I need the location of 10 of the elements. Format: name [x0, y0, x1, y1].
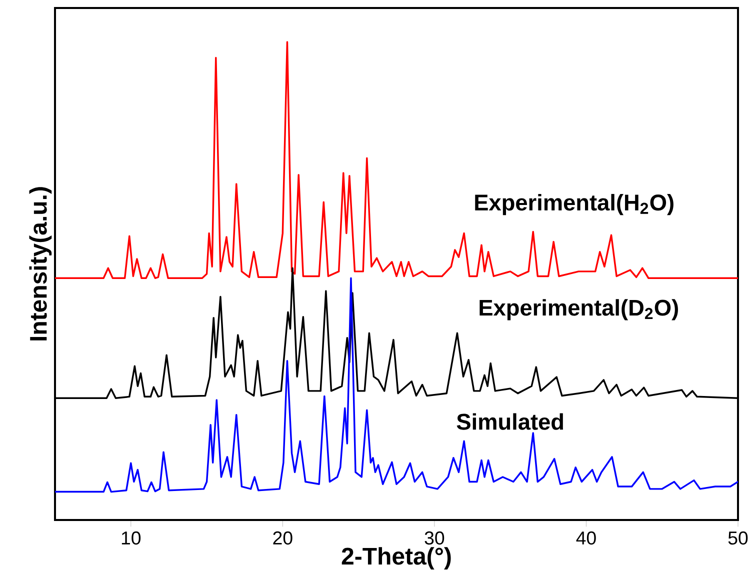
series-label: Experimental(H$_{2}$O) — [475, 194, 674, 216]
x-tick-label: 20 — [273, 531, 292, 545]
x-tick-label: 40 — [576, 531, 596, 545]
x-axis-title: 2-Theta(°) — [342, 547, 451, 570]
x-tick-label: 10 — [122, 531, 141, 545]
y-axis-title: Intensity(a.u.) — [29, 187, 52, 340]
series-label: Experimental(D$_{2}$O) — [480, 299, 678, 320]
x-tick-label: 30 — [424, 531, 444, 545]
x-tick-label: 50 — [728, 531, 748, 545]
series-label: Simulated — [456, 413, 564, 430]
